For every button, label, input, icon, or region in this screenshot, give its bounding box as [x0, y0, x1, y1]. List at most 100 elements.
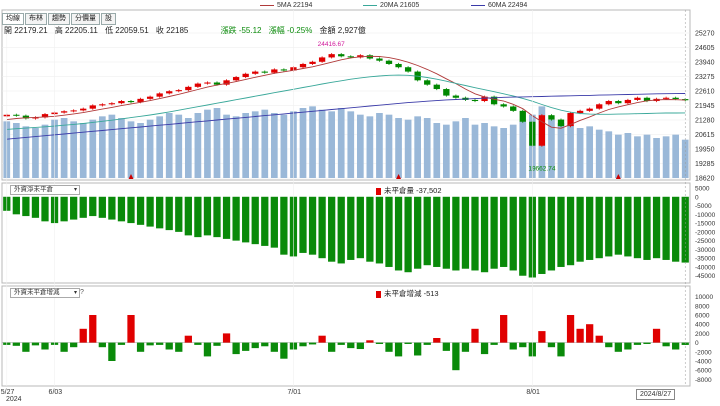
oi-change-bar: [433, 338, 440, 343]
oi-change-tick-label: 8000: [695, 303, 710, 310]
candle-body: [233, 77, 239, 80]
volume-bar: [300, 108, 307, 178]
volume-bar: [500, 128, 507, 178]
volume-bar: [491, 126, 498, 178]
panel3-selector[interactable]: 外資未平倉增減 ▾: [10, 288, 80, 298]
price-tick-label: 23275: [695, 74, 715, 81]
volume-bar: [61, 118, 68, 178]
oi-bar: [538, 197, 545, 274]
candle-body: [596, 104, 602, 108]
oi-change-bar: [347, 343, 354, 349]
oi-change-bar: [653, 329, 660, 343]
price-tick-label: 20615: [695, 132, 715, 139]
oi-change-bar: [567, 315, 574, 343]
oi-change-bar: [500, 315, 507, 343]
volume-bar: [567, 125, 574, 178]
candle-body: [329, 54, 335, 57]
candle-body: [453, 96, 459, 98]
volume-bar: [252, 111, 259, 178]
candle-body: [262, 72, 268, 73]
candle-body: [195, 84, 201, 87]
oi-bar: [118, 197, 125, 222]
oi-change-bar: [146, 343, 153, 346]
volume-bar: [586, 126, 593, 178]
oi-tick-label: -45000: [695, 273, 716, 280]
oi-bar: [548, 197, 555, 271]
candle-body: [61, 111, 67, 112]
volume-bar: [433, 123, 440, 178]
volume-bar: [577, 128, 584, 178]
candle-body: [443, 89, 449, 96]
volume-bar: [319, 110, 326, 178]
volume-bar: [23, 126, 30, 178]
candle-body: [80, 109, 86, 111]
oi-bar: [22, 197, 29, 216]
oi-bar: [213, 197, 220, 237]
oi-change-bar: [395, 343, 402, 357]
oi-bar: [280, 197, 287, 255]
oi-change-bar: [424, 343, 431, 345]
x-tick-label: 8/01: [526, 389, 540, 396]
volume-bar: [672, 135, 679, 178]
oi-bar: [70, 197, 77, 220]
candle-body: [625, 100, 631, 103]
oi-bar: [376, 197, 383, 264]
oi-bar: [586, 197, 593, 260]
oi-change-bar: [137, 343, 144, 352]
oi-tick-label: -30000: [695, 247, 716, 254]
oi-change-bar: [108, 343, 115, 361]
tab-ma[interactable]: 均線: [2, 13, 24, 25]
volume-bar: [195, 113, 202, 178]
candle-body: [90, 105, 96, 108]
candle-body: [185, 87, 191, 90]
help-icon[interactable]: ?: [80, 289, 84, 296]
panel2-selector[interactable]: 外資淨未平倉 ▾: [10, 185, 80, 195]
x-tick-label: 6/03: [49, 389, 63, 396]
volume-bar: [462, 118, 469, 178]
volume-bar: [386, 115, 393, 178]
tab-volume-by-price[interactable]: 分價量: [71, 13, 100, 25]
candle-body: [548, 115, 554, 119]
oi-change-bar: [261, 343, 268, 347]
tab-trend[interactable]: 趨勢: [48, 13, 70, 25]
oi-change-bar: [672, 343, 679, 350]
volume-bar: [109, 115, 116, 178]
candle-body: [501, 104, 507, 106]
line-swatch-icon: [363, 5, 377, 6]
oi-bar: [471, 197, 478, 271]
oi-bar: [13, 197, 20, 215]
oi-change-bar: [242, 343, 249, 351]
price-tick-label: 19285: [695, 161, 715, 168]
oi-bar: [500, 197, 507, 267]
oi-bar: [643, 197, 650, 260]
oi-bar: [194, 197, 201, 237]
candle-body: [300, 64, 306, 67]
oi-bar: [490, 197, 497, 269]
volume-bar: [166, 113, 173, 178]
oi-bar: [89, 197, 96, 216]
volume-bar: [89, 120, 96, 178]
oi-bar: [185, 197, 192, 236]
oi-bar: [481, 197, 488, 272]
legend-ma20-label: 20MA 21605: [380, 2, 419, 9]
volume-bar: [32, 128, 39, 178]
volume-bar: [118, 118, 125, 178]
oi-change-bar: [624, 343, 631, 350]
volume-bar: [242, 113, 249, 178]
oi-change-bar: [70, 343, 77, 348]
oi-change-bar: [357, 343, 364, 349]
tab-settings[interactable]: 設: [101, 13, 116, 25]
oi-bar: [452, 197, 459, 271]
oi-bar: [156, 197, 163, 229]
oi-bar: [166, 197, 173, 230]
oi-bar: [60, 197, 67, 222]
candle-body: [405, 67, 411, 71]
oi-bar: [223, 197, 230, 239]
legend-ma5: 5MA 22194: [260, 2, 312, 9]
candle-body: [109, 103, 115, 104]
x-tick-label: 5/27: [1, 389, 15, 396]
oi-change-bar: [22, 343, 29, 352]
tab-bollinger[interactable]: 布林: [25, 13, 47, 25]
volume-bar: [80, 123, 87, 178]
volume-bar: [281, 115, 288, 178]
